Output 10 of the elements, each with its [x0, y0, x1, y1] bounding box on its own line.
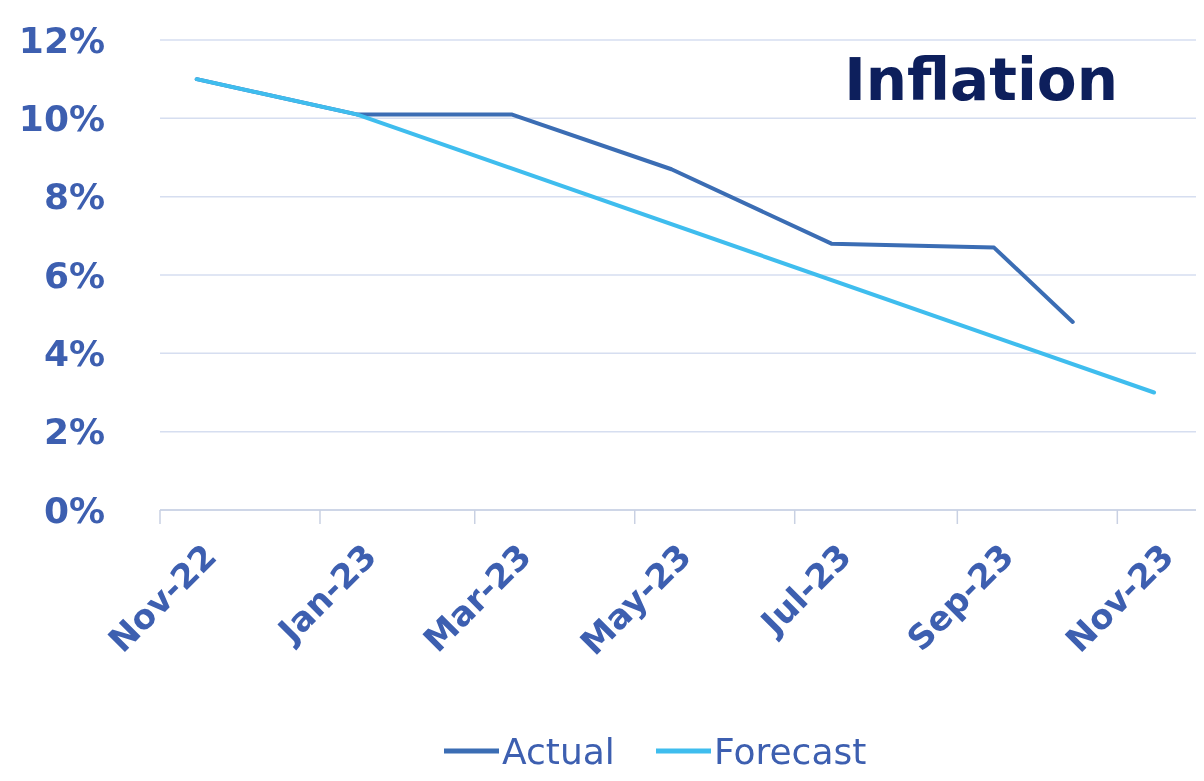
y-tick-label: 6% [43, 254, 105, 296]
y-tick-label: 0% [43, 489, 105, 531]
y-tick-label: 10% [18, 97, 105, 139]
y-tick-label: 8% [43, 176, 105, 218]
y-tick-label: 2% [43, 411, 105, 453]
chart-title: Inflation [844, 46, 1118, 114]
legend-label: Actual [502, 730, 615, 772]
legend-label: Forecast [714, 730, 867, 772]
y-tick-label: 4% [43, 332, 105, 374]
y-tick-label: 12% [18, 19, 105, 61]
